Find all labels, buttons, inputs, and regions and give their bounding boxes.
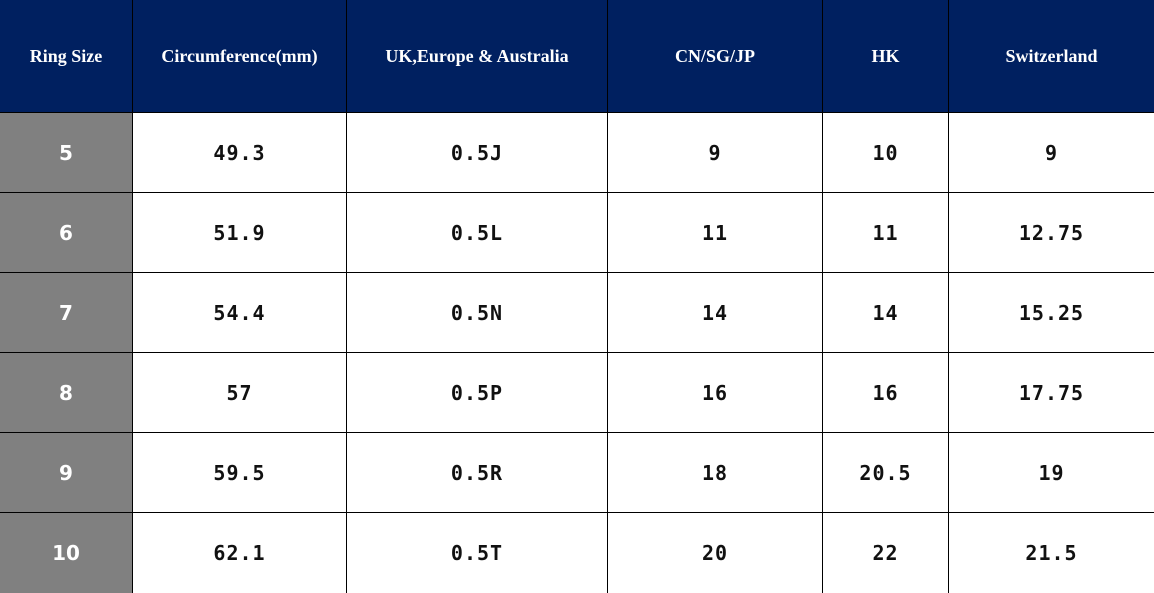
header-cell: Circumference(mm) — [133, 0, 346, 112]
header-cell: UK,Europe & Australia — [347, 0, 607, 112]
ring-size-cell: 5 — [0, 113, 132, 192]
ring-size-cell: 10 — [0, 513, 132, 593]
table-cell: 20.5 — [823, 433, 948, 512]
table-cell: 54.4 — [133, 273, 346, 352]
table-cell: 0.5P — [347, 353, 607, 432]
table-cell: 57 — [133, 353, 346, 432]
table-cell: 16 — [823, 353, 948, 432]
table-cell: 22 — [823, 513, 948, 593]
table-cell: 0.5L — [347, 193, 607, 272]
table-cell: 0.5J — [347, 113, 607, 192]
ring-size-cell: 7 — [0, 273, 132, 352]
ring-size-cell: 8 — [0, 353, 132, 432]
table-cell: 0.5T — [347, 513, 607, 593]
header-cell: Ring Size — [0, 0, 132, 112]
table-cell: 11 — [823, 193, 948, 272]
table-cell: 51.9 — [133, 193, 346, 272]
table-cell: 14 — [823, 273, 948, 352]
table-cell: 9 — [608, 113, 822, 192]
table-cell: 14 — [608, 273, 822, 352]
table-cell: 11 — [608, 193, 822, 272]
table-cell: 49.3 — [133, 113, 346, 192]
table-cell: 59.5 — [133, 433, 346, 512]
table-cell: 0.5R — [347, 433, 607, 512]
table-cell: 16 — [608, 353, 822, 432]
table-cell: 19 — [949, 433, 1154, 512]
table-cell: 0.5N — [347, 273, 607, 352]
header-cell: CN/SG/JP — [608, 0, 822, 112]
table-cell: 10 — [823, 113, 948, 192]
table-cell: 17.75 — [949, 353, 1154, 432]
table-cell: 9 — [949, 113, 1154, 192]
header-cell: Switzerland — [949, 0, 1154, 112]
table-cell: 15.25 — [949, 273, 1154, 352]
header-cell: HK — [823, 0, 948, 112]
table-cell: 12.75 — [949, 193, 1154, 272]
ring-size-cell: 6 — [0, 193, 132, 272]
table-cell: 21.5 — [949, 513, 1154, 593]
table-cell: 62.1 — [133, 513, 346, 593]
ring-size-cell: 9 — [0, 433, 132, 512]
table-cell: 20 — [608, 513, 822, 593]
table-cell: 18 — [608, 433, 822, 512]
